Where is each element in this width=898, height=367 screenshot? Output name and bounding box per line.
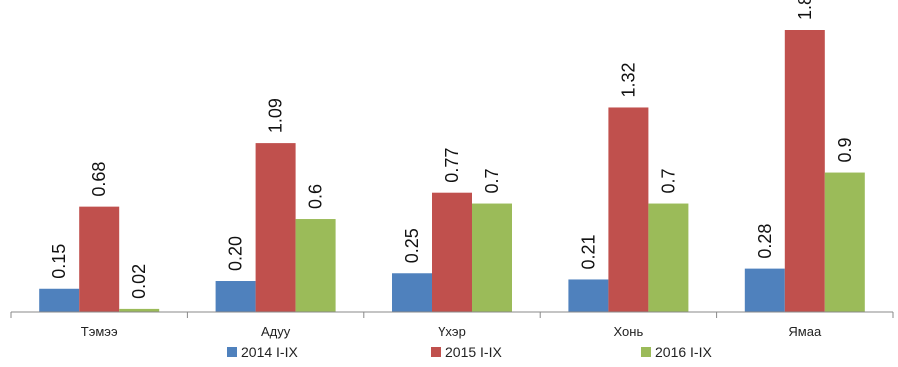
data-label-2-1: 0.68 — [89, 162, 109, 197]
data-label-3-1: 0.02 — [129, 264, 149, 299]
data-label-1-2: 0.20 — [226, 236, 246, 271]
bar-3-1 — [119, 308, 160, 312]
data-label-1-3: 0.25 — [402, 228, 422, 263]
bar-1-2 — [215, 281, 256, 312]
data-label-3-2: 0.6 — [306, 184, 326, 209]
legend-label-3: 2016 I-IX — [655, 344, 712, 360]
bar-3-5 — [824, 172, 865, 312]
bar-2-2 — [255, 143, 296, 312]
data-label-3-5: 0.9 — [835, 138, 855, 163]
category-label-5: Ямаа — [788, 324, 822, 339]
bar-2-3 — [432, 192, 472, 312]
category-label-1: Тэмээ — [81, 324, 118, 339]
data-label-2-2: 1.09 — [266, 98, 286, 133]
legend-swatch-1 — [227, 347, 237, 357]
bar-3-4 — [648, 203, 689, 312]
data-label-1-5: 0.28 — [755, 224, 775, 259]
bar-1-3 — [392, 273, 432, 312]
legend-label-2: 2015 I-IX — [445, 344, 502, 360]
bar-2-5 — [784, 30, 825, 312]
category-label-3: Үхэр — [438, 324, 466, 339]
category-label-4: Хонь — [614, 324, 644, 339]
legend-swatch-3 — [641, 347, 651, 357]
legend-swatch-2 — [431, 347, 441, 357]
bar-1-1 — [39, 288, 80, 312]
data-label-3-3: 0.7 — [482, 169, 502, 194]
data-label-1-1: 0.15 — [49, 244, 69, 279]
bar-1-4 — [568, 279, 609, 312]
data-label-1-4: 0.21 — [578, 234, 598, 269]
bar-3-3 — [472, 203, 512, 312]
data-label-3-4: 0.7 — [658, 169, 678, 194]
data-label-2-4: 1.32 — [618, 62, 638, 97]
bar-3-2 — [295, 219, 336, 312]
data-label-2-5: 1.82 — [795, 0, 815, 20]
bar-1-5 — [744, 268, 785, 312]
category-label-2: Адуу — [261, 324, 291, 339]
bar-2-4 — [608, 107, 649, 312]
data-label-2-3: 0.77 — [442, 148, 462, 183]
legend-label-1: 2014 I-IX — [241, 344, 298, 360]
bar-2-1 — [79, 206, 120, 312]
